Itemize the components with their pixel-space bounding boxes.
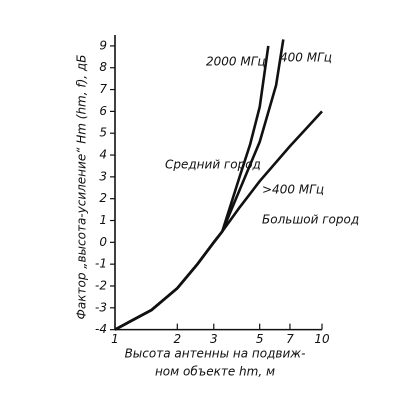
x-tick-label: 1 (111, 332, 119, 346)
annotation: Средний город (165, 158, 261, 172)
y-tick-label: 0 (99, 235, 107, 249)
x-tick-label: 7 (286, 332, 294, 346)
y-tick-label: 8 (99, 60, 107, 74)
y-axis-label: Фактор „высота-усиление“ Hm (hm, f), дБ (75, 55, 89, 320)
curve (114, 45, 270, 331)
x-tick-label: 2 (173, 332, 181, 346)
y-tick-label: -4 (95, 322, 107, 336)
series-label: >400 МГц (262, 183, 324, 197)
y-tick-label: 4 (99, 148, 107, 162)
x-axis-label: Высота антенны на подвиж- (125, 347, 306, 361)
curve (114, 110, 323, 331)
y-tick-label: 9 (99, 38, 107, 52)
x-axis-label: ном объекте hm, м (155, 365, 275, 379)
series-label: 2000 МГц (206, 55, 266, 69)
series-label: 400 МГц (280, 51, 332, 65)
y-tick-label: 1 (99, 213, 107, 227)
y-tick-label: 2 (99, 191, 107, 205)
y-tick-label: -3 (95, 300, 107, 314)
y-tick-label: 7 (99, 82, 107, 96)
y-tick-label: 6 (99, 104, 107, 118)
y-tick-label: 3 (99, 169, 107, 183)
y-tick-label: 5 (99, 126, 107, 140)
y-tick-label: -1 (95, 257, 107, 271)
x-tick-label: 10 (314, 332, 330, 346)
annotation: Большой город (262, 213, 359, 227)
x-tick-label: 3 (210, 332, 218, 346)
y-tick-label: -2 (95, 278, 107, 292)
x-tick-label: 5 (256, 332, 264, 346)
